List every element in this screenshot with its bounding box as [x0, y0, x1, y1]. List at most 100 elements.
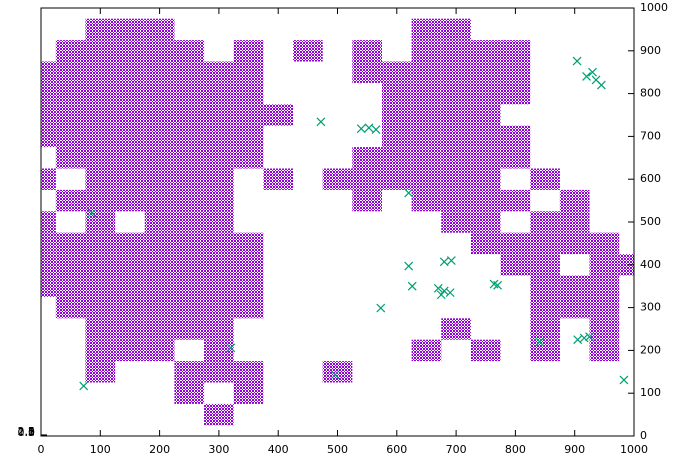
cluster-point — [441, 61, 471, 83]
cluster-point — [530, 318, 560, 340]
y2-tick-label: 100 — [640, 386, 661, 399]
cluster-point — [115, 104, 145, 126]
cluster-point — [530, 168, 560, 190]
y2-tick-label: 500 — [640, 215, 661, 228]
x-marker — [404, 261, 414, 271]
cluster-point — [411, 125, 442, 148]
cluster-point — [41, 254, 56, 276]
cluster-point — [174, 361, 205, 383]
plot-area — [41, 18, 634, 426]
y2-tick-label: 1000 — [640, 1, 668, 14]
cluster-point — [55, 147, 86, 169]
cluster-point — [470, 82, 501, 105]
cluster-point — [441, 168, 471, 190]
cluster-point — [441, 40, 471, 62]
cluster-point — [441, 189, 471, 212]
cluster-point — [144, 104, 175, 126]
cluster-point — [204, 61, 234, 83]
cluster-point — [204, 361, 234, 383]
cluster-point — [352, 189, 382, 212]
cluster-point — [204, 403, 234, 426]
cluster-point — [589, 232, 620, 255]
x-tick-label: 1000 — [620, 443, 648, 456]
cluster-point — [41, 232, 56, 255]
x-marker — [596, 80, 606, 90]
cluster-point — [381, 82, 412, 105]
cluster-point — [204, 189, 234, 212]
cluster-point — [144, 189, 175, 212]
cluster-point — [55, 232, 86, 255]
cluster-point — [204, 125, 234, 148]
y-tick-label: 2.5 — [18, 425, 36, 438]
cluster-point — [204, 104, 234, 126]
cluster-point — [352, 147, 382, 169]
y2-tick-label: 200 — [640, 343, 661, 356]
cluster-point — [174, 40, 205, 62]
cluster-point — [470, 168, 501, 190]
cluster-point — [85, 147, 116, 169]
cluster-point — [85, 361, 116, 383]
y-tick-label: 2 — [28, 425, 35, 438]
cluster-point — [233, 275, 264, 297]
cluster-point — [411, 82, 442, 105]
cluster-point — [441, 147, 471, 169]
x-marker — [433, 283, 443, 293]
cluster-point — [41, 211, 56, 233]
cluster-point — [85, 104, 116, 126]
cluster-point — [233, 147, 264, 169]
cluster-point — [115, 232, 145, 255]
cluster-point — [144, 125, 175, 148]
cluster-point — [204, 168, 234, 190]
cluster-point — [144, 147, 175, 169]
x-marker — [364, 123, 374, 133]
cluster-point — [233, 104, 264, 126]
cluster-point — [381, 104, 412, 126]
cluster-point — [55, 125, 86, 148]
x-marker — [316, 117, 326, 127]
cluster-point — [500, 40, 531, 62]
cluster-point — [204, 254, 234, 276]
cluster-point — [589, 275, 620, 297]
cluster-point — [55, 254, 86, 276]
cluster-point — [441, 82, 471, 105]
cluster-point — [263, 168, 294, 190]
cluster-point — [619, 254, 634, 276]
cluster-point — [85, 168, 116, 190]
cluster-point — [263, 104, 294, 126]
cluster-point — [115, 339, 145, 362]
x-marker — [404, 188, 414, 198]
cluster-point — [41, 168, 56, 190]
cluster-point — [144, 40, 175, 62]
cluster-point — [470, 189, 501, 212]
cluster-point — [204, 82, 234, 105]
cluster-point — [411, 40, 442, 62]
x-marker — [371, 125, 381, 134]
cluster-point — [85, 296, 116, 319]
cluster-point — [204, 232, 234, 255]
cluster-point — [589, 296, 620, 319]
x-tick-label: 500 — [327, 443, 348, 456]
x-tick-label: 900 — [564, 443, 585, 456]
cluster-point — [441, 104, 471, 126]
cluster-point — [115, 168, 145, 190]
x-marker — [445, 288, 455, 298]
cluster-point — [144, 296, 175, 319]
cluster-point — [381, 168, 412, 190]
cluster-point — [41, 61, 56, 83]
cluster-point — [174, 147, 205, 169]
cluster-point — [530, 254, 560, 276]
cluster-point — [204, 318, 234, 340]
cluster-point — [85, 211, 116, 233]
cluster-point — [233, 382, 264, 404]
cluster-point — [411, 61, 442, 83]
cluster-point — [85, 339, 116, 362]
cluster-point — [41, 275, 56, 297]
cluster-point — [204, 296, 234, 319]
cluster-point — [530, 275, 560, 297]
x-marker — [407, 281, 417, 291]
y-tick-label: 0 — [28, 426, 35, 439]
x-marker — [79, 381, 89, 391]
y2-tick-label: 800 — [640, 87, 661, 100]
cluster-point — [85, 61, 116, 83]
cluster-point — [174, 189, 205, 212]
